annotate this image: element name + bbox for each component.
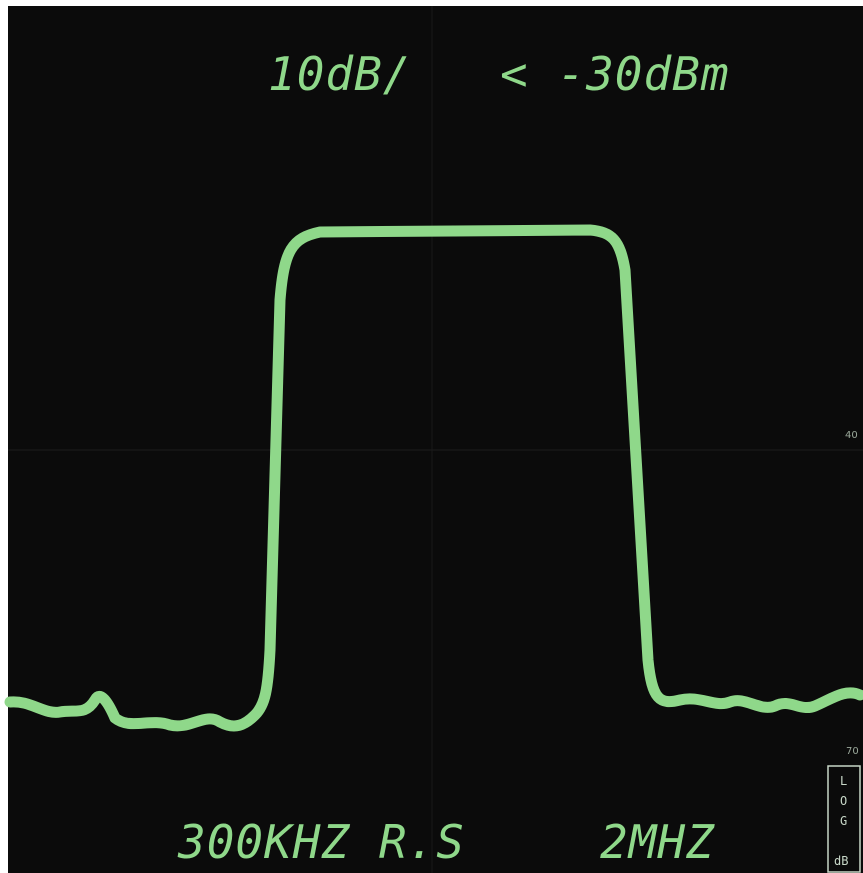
reference-level: < -30dBm [500, 47, 730, 101]
span-label: 2MHZ [600, 815, 715, 869]
side-marker: 70 [846, 746, 859, 757]
log-letter: O [840, 794, 847, 808]
scale-label: 10dB/ [268, 47, 411, 101]
display [8, 6, 863, 873]
log-letter: L [840, 774, 847, 788]
log-letter: G [840, 814, 847, 828]
resolution-label: 300KHZ R.S [177, 815, 465, 869]
log-letter: dB [834, 854, 848, 868]
side-marker: 40 [845, 430, 858, 441]
trace [4, 224, 863, 732]
log-box [827, 765, 861, 873]
